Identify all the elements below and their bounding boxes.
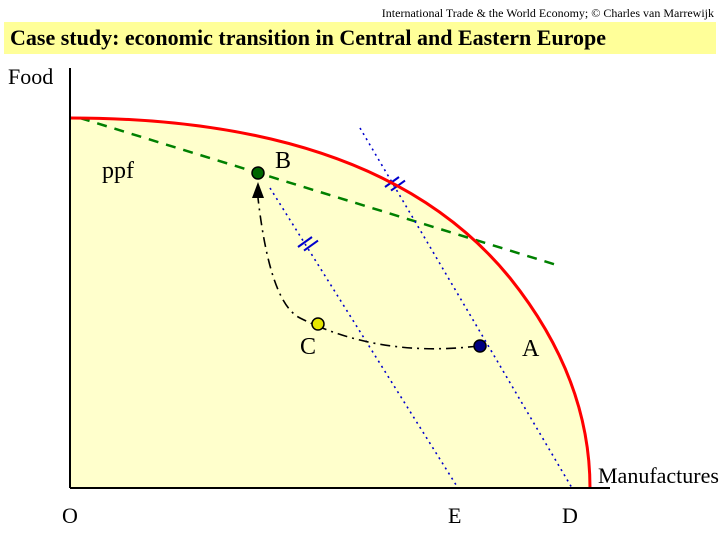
- corner-label-o: O: [62, 503, 78, 528]
- point-c: [312, 318, 324, 330]
- x-axis-label: Manufactures: [598, 463, 719, 488]
- point-label-c: C: [300, 334, 316, 360]
- ppf-region: [70, 118, 590, 488]
- point-label-a: A: [522, 336, 540, 362]
- ppf-label: ppf: [102, 158, 134, 184]
- point-label-b: B: [275, 148, 291, 174]
- corner-label-d: D: [562, 503, 578, 528]
- point-a: [474, 340, 486, 352]
- source-attribution: International Trade & the World Economy;…: [382, 6, 714, 21]
- y-axis-label: Food: [8, 64, 53, 89]
- ppf-diagram: A B C Food Manufactures ppf O E D: [0, 58, 720, 540]
- slide-title: Case study: economic transition in Centr…: [4, 22, 716, 54]
- point-b: [252, 167, 264, 179]
- corner-label-e: E: [448, 503, 461, 528]
